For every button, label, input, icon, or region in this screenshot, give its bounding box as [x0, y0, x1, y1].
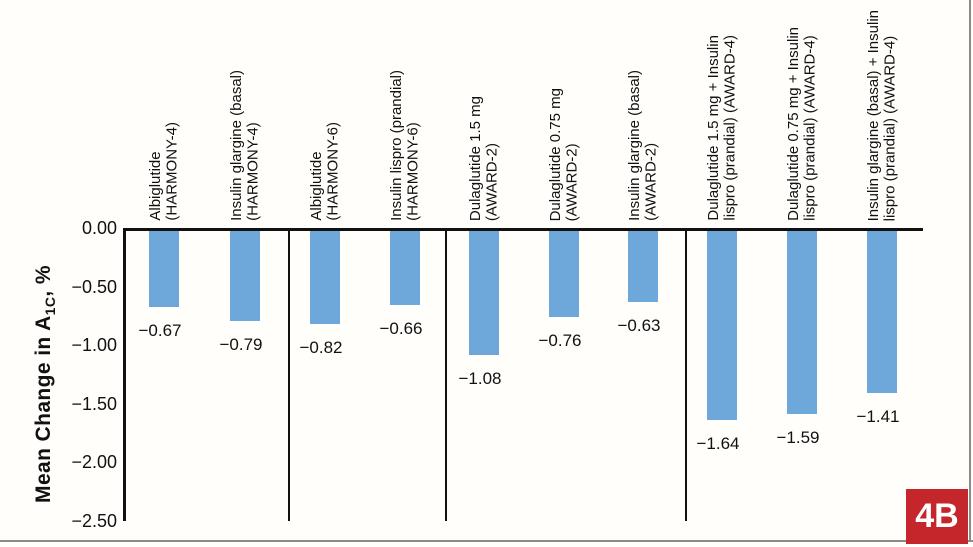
bar-category-label: Insulin lispro (prandial) (HARMONY-6) — [387, 70, 422, 221]
chart-bar — [149, 228, 179, 307]
y-axis-title-subscript: 1C — [42, 296, 59, 316]
chart-bar — [469, 228, 499, 355]
bar-value-label: −0.76 — [538, 331, 582, 351]
bar-category-label: Dulaglutide 0.75 mg + Insulin lispro (pr… — [784, 27, 819, 221]
bar-value-label: −0.66 — [379, 319, 423, 339]
group-separator-line — [445, 228, 447, 521]
bar-category-label: Dulaglutide 1.5 mg + Insulin lispro (pra… — [704, 35, 739, 221]
chart-bar — [787, 228, 817, 415]
chart-bar — [628, 228, 658, 302]
page-right-border — [969, 0, 971, 542]
bar-category-label: Albiglutide (HARMONY-6) — [307, 122, 342, 221]
bar-category-label: Dulaglutide 1.5 mg (AWARD-2) — [466, 95, 501, 221]
bar-value-label: −0.82 — [299, 338, 343, 358]
y-axis-tick-label: −1.50 — [71, 393, 117, 414]
y-axis-tick-label: −2.00 — [71, 452, 117, 473]
bar-value-label: −1.64 — [696, 434, 740, 454]
page-bottom-border — [0, 540, 973, 542]
chart-bar — [867, 228, 897, 394]
group-separator-line — [685, 228, 687, 521]
bar-value-label: −1.08 — [458, 368, 502, 388]
bar-category-label: Dulaglutide 0.75 mg (AWARD-2) — [546, 87, 581, 221]
bar-value-label: −1.59 — [776, 428, 820, 448]
y-axis-tick-label: −1.00 — [71, 335, 117, 356]
bar-category-label: Albiglutide (HARMONY-4) — [146, 122, 181, 221]
chart-bar — [230, 228, 260, 321]
y-axis-tick-label: −0.50 — [71, 276, 117, 297]
chart-bar — [707, 228, 737, 421]
chart-bar — [390, 228, 420, 306]
bar-value-label: −0.79 — [219, 334, 263, 354]
y-axis-line — [123, 228, 126, 521]
bar-category-label: Insulin glargine (basal) (HARMONY-4) — [227, 70, 262, 221]
bar-value-label: −0.63 — [617, 315, 661, 335]
bar-value-label: −1.41 — [856, 407, 900, 427]
y-axis-tick-label: −2.50 — [71, 511, 117, 531]
zero-baseline — [123, 228, 923, 231]
chart-bar — [549, 228, 579, 318]
figure-panel-badge: 4B — [906, 489, 968, 544]
bar-value-label: −0.67 — [138, 320, 182, 340]
bar-category-label: Insulin glargine (basal) + Insulin lispr… — [864, 9, 899, 221]
bar-category-label: Insulin glargine (basal) (AWARD-2) — [625, 70, 660, 221]
group-separator-line — [288, 228, 290, 521]
figure-panel-badge-label: 4B — [915, 497, 959, 535]
y-axis-tick-label: 0.00 — [81, 218, 117, 238]
chart-bar — [310, 228, 340, 325]
